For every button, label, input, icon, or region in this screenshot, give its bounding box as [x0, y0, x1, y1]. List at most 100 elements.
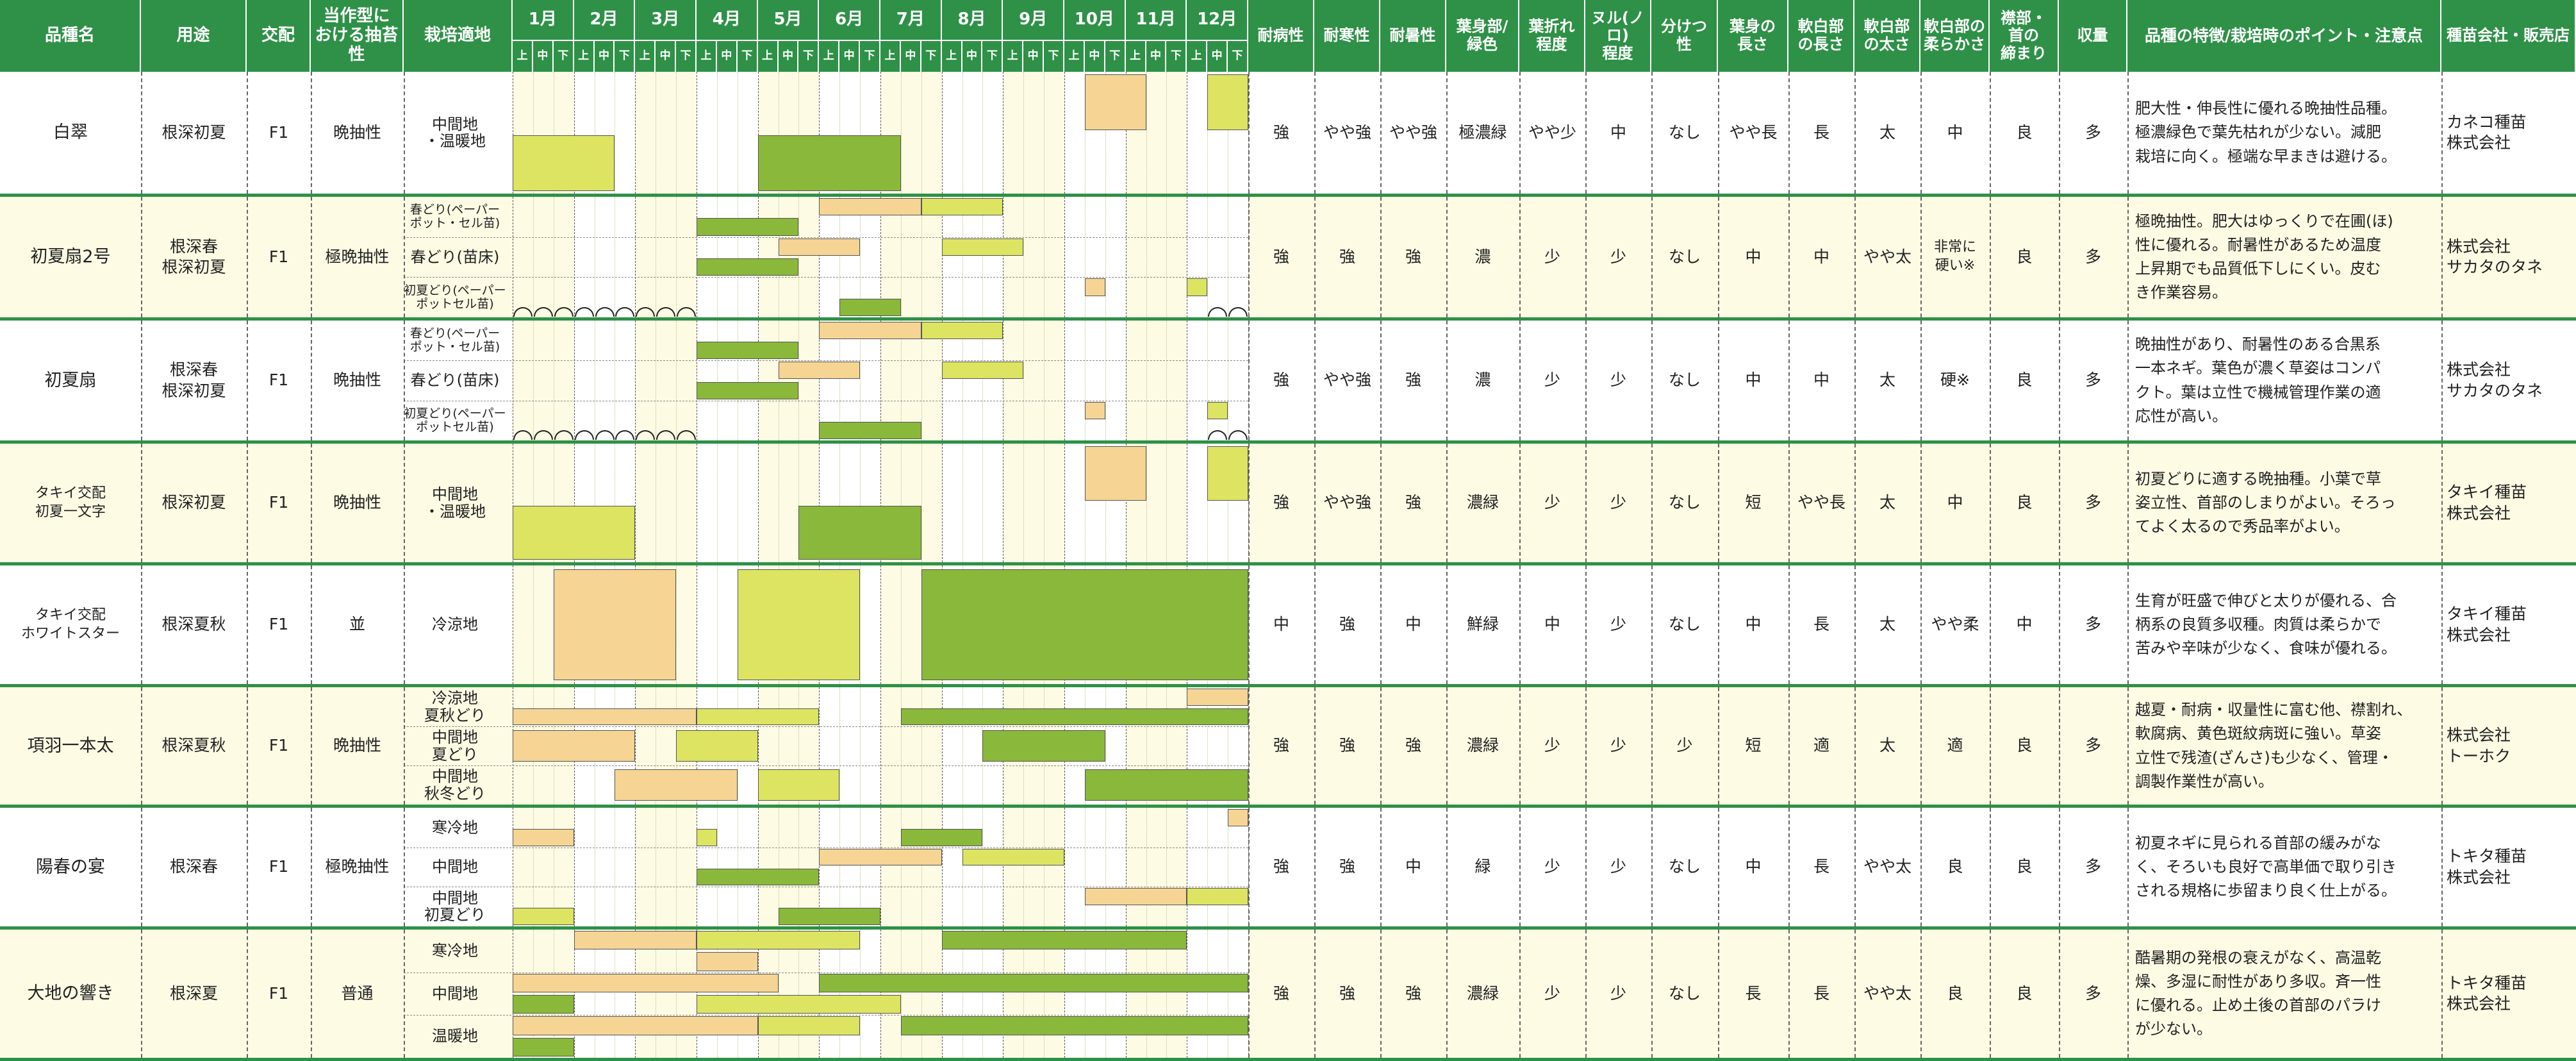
trait-cell: 非常に 硬い※: [1933, 239, 1976, 274]
grid-line: [1207, 197, 1209, 317]
header-cell: 軟白部の 柔らかさ: [1920, 0, 1990, 72]
schedule-bar-harvest: [697, 258, 799, 276]
grid-line: [880, 72, 881, 194]
grid-line: [1105, 687, 1106, 805]
grid-line: [676, 321, 677, 440]
trait-cell: 良: [2016, 122, 2033, 142]
column-separator: [1788, 197, 1790, 317]
table-header: 品種名 用途 交配 当作型に おける抽苔性 栽培適地 1月上中下 2月上中下 3月上中下 4月上…: [0, 0, 2576, 72]
grid-line: [921, 808, 922, 926]
month-band: [1125, 321, 1187, 440]
month-band: [880, 197, 942, 317]
schedule-bar-plant: [921, 322, 1003, 340]
bolting-cell: 普通: [341, 983, 374, 1003]
grid-line: [1064, 321, 1065, 440]
month-band: [635, 72, 697, 194]
grid-line: [1166, 444, 1168, 562]
header-tick: 下: [860, 40, 880, 72]
description-cell: 初夏ネギに見られる首部の緩みがな く、そろいも良好で高単価で取り引き される規格…: [2135, 833, 2397, 900]
column-separator: [247, 72, 248, 194]
trait-cell: 中: [1745, 247, 1762, 266]
cross-cell: F1: [268, 122, 289, 142]
grid-line: [982, 808, 984, 926]
bolting-cell: 極晩抽性: [325, 247, 390, 266]
month-band: [697, 444, 758, 562]
grid-line: [635, 808, 636, 926]
variety-name: 陽春の宴: [36, 856, 105, 877]
header-cell: 当作型に おける抽苔性: [311, 0, 404, 72]
grid-line: [860, 565, 861, 684]
region-label: 寒冷地: [432, 818, 478, 837]
column-separator: [404, 687, 405, 805]
grid-line: [1125, 72, 1127, 194]
grid-line: [1064, 197, 1065, 317]
header-month: 5月: [757, 0, 820, 40]
header-tick: 中: [1023, 40, 1044, 72]
trait-cell: なし: [1668, 371, 1701, 390]
grid-line: [533, 808, 534, 926]
month-band: [574, 808, 636, 926]
trait-cell: 少: [1610, 615, 1626, 634]
trait-cell: 短: [1745, 493, 1762, 512]
schedule-bar-sow: [513, 973, 779, 992]
grid-line: [962, 444, 963, 562]
grid-line: [676, 444, 677, 562]
grid-line: [574, 72, 575, 194]
month-band: [941, 808, 1003, 926]
column-separator: [1519, 72, 1521, 194]
column-separator: [1651, 197, 1653, 317]
column-separator: [247, 197, 248, 317]
table-row: 陽春の宴 根深春 F1 極晩抽性 寒冷地 中間地 中間地 初夏どり強強中緑少少なし中長やや太…: [0, 808, 2576, 926]
grid-line: [533, 321, 534, 440]
trait-cell: 強: [1405, 371, 1421, 390]
header-tick: 上: [880, 40, 901, 72]
header-month: 3月: [635, 0, 697, 40]
trait-cell: 少: [1544, 983, 1560, 1003]
variety-name: 初夏扇2号: [30, 247, 111, 267]
month-band: [1003, 321, 1064, 440]
grid-line: [1125, 687, 1127, 805]
header-cell: 葉身の 長さ: [1718, 0, 1788, 72]
grid-line: [1146, 321, 1147, 440]
column-separator: [1314, 808, 1316, 926]
schedule-bar-sow: [1084, 888, 1187, 906]
trait-cell: 短: [1745, 736, 1762, 755]
schedule-area: 春どり(ペーパー ポット・セル苗) 春どり(苗床) 初夏どり(ペーパー ポットセル苗…: [404, 321, 1249, 440]
month-band: [697, 930, 758, 1058]
column-separator: [404, 444, 405, 562]
grid-line: [1105, 321, 1106, 440]
schedule-bar-harvest: [513, 995, 574, 1014]
header-cell: 耐暑性: [1380, 0, 1446, 72]
schedule-bar-plant: [697, 995, 901, 1014]
region-separator: [404, 277, 1248, 278]
column-separator: [247, 808, 248, 926]
column-separator: [1990, 444, 1991, 562]
company-cell: タキイ種苗 株式会社: [2447, 605, 2527, 644]
region-separator: [404, 360, 1248, 362]
header-cell: 耐寒性: [1314, 0, 1380, 72]
header-cell: 分けつ 性: [1651, 0, 1718, 72]
column-separator: [141, 444, 142, 562]
region-label: 中間地 ・温暖地: [424, 115, 486, 150]
region-label: 冷涼地: [432, 615, 478, 634]
cross-cell: F1: [268, 857, 289, 876]
cross-cell: F1: [268, 371, 289, 390]
row-separator: [0, 317, 2576, 321]
column-separator: [2127, 930, 2129, 1058]
month-band: [941, 444, 1003, 562]
column-separator: [1446, 687, 1448, 805]
header-tick: 下: [982, 40, 1003, 72]
schedule-bar-harvest: [697, 381, 799, 399]
column-separator: [1446, 197, 1448, 317]
description-cell: 極晩抽性。肥大はゆっくりで在圃(ほ) 性に優れる。耐暑性があるため温度 上昇期で…: [2135, 212, 2393, 302]
month-band: [635, 444, 697, 562]
grid-line: [676, 930, 677, 1058]
grid-line: [1084, 444, 1086, 562]
column-separator: [1446, 321, 1448, 440]
column-separator: [1718, 930, 1719, 1058]
header-month: 1月: [513, 0, 574, 40]
month-band: [1187, 197, 1248, 317]
trait-cell: 中: [1405, 857, 1421, 876]
grid-line: [839, 687, 841, 805]
column-separator: [1248, 930, 1250, 1058]
